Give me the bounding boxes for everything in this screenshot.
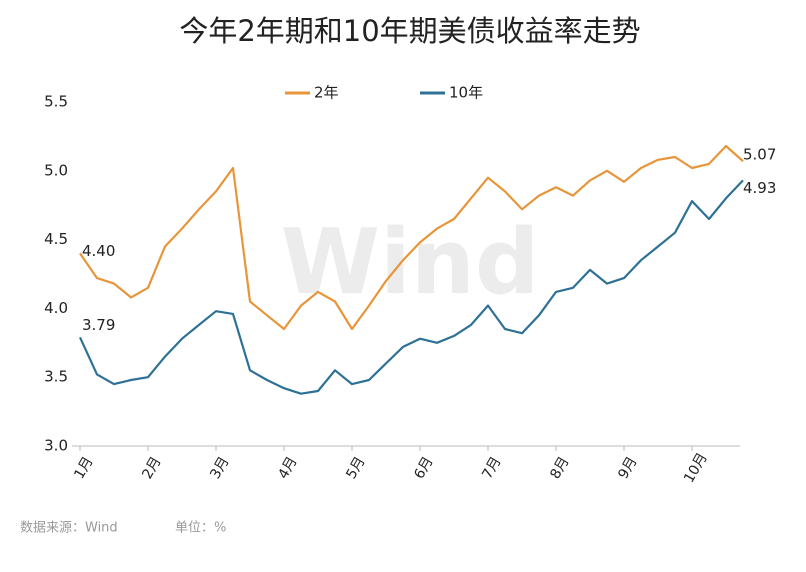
y-tick-label: 3.0 [44,437,68,455]
x-tick-label: 4月 [275,454,300,482]
x-tick-label: 10月 [681,450,711,486]
x-tick-label: 9月 [615,454,640,482]
x-tick-label: 8月 [547,454,572,482]
data-label: 5.07 [743,146,776,164]
y-tick-label: 5.5 [44,93,68,111]
y-tick-label: 4.0 [44,299,68,317]
y-tick-label: 4.5 [44,230,68,248]
x-tick-label: 1月 [71,454,96,482]
x-tick-label: 7月 [479,454,504,482]
series-line [79,144,744,331]
data-label: 4.93 [743,179,776,197]
x-tick-label: 6月 [411,454,436,482]
data-label: 3.79 [82,316,115,334]
x-tick-label: 3月 [207,454,232,482]
legend-label: 10年 [449,84,483,102]
series-line [78,179,744,395]
x-tick-label: 5月 [343,454,368,482]
y-tick-label: 3.5 [44,368,68,386]
source-note: 数据来源：Wind [20,521,118,536]
data-label: 4.40 [82,242,115,260]
watermark: Wind [281,210,540,315]
unit-note: 单位：% [175,521,226,536]
x-tick-label: 2月 [139,454,164,482]
chart-title: 今年2年期和10年期美债收益率走势 [179,14,640,48]
y-tick-label: 5.0 [44,161,68,179]
legend-label: 2年 [314,84,339,102]
